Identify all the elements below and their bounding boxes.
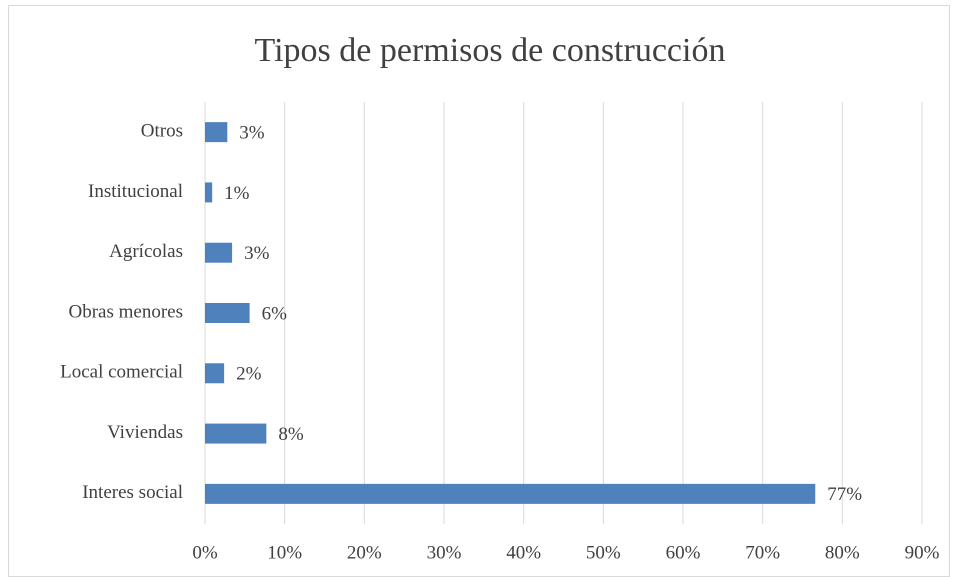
bar: [205, 303, 250, 323]
y-tick-label: Viviendas: [107, 422, 183, 443]
y-tick-label: Obras menores: [69, 301, 184, 322]
x-tick-label: 60%: [666, 542, 701, 563]
x-tick-label: 70%: [745, 542, 780, 563]
x-tick-label: 50%: [586, 542, 621, 563]
bar: [205, 423, 267, 444]
y-tick-label: Local comercial: [60, 362, 183, 383]
chart-title: Tipos de permisos de construcción: [255, 32, 726, 69]
value-label: 3%: [244, 243, 270, 264]
y-tick-label: Agrícolas: [109, 241, 183, 262]
value-label: 77%: [827, 484, 862, 505]
value-label: 1%: [224, 183, 250, 204]
bar: [205, 483, 816, 504]
value-label: 3%: [239, 123, 265, 144]
y-tick-label: Otros: [141, 121, 183, 142]
value-label: 8%: [278, 424, 304, 445]
value-label: 6%: [262, 303, 288, 324]
bar: [205, 122, 228, 143]
x-tick-label: 0%: [192, 542, 218, 563]
y-tick-label: Institucional: [88, 181, 183, 202]
chart-border: [8, 5, 950, 577]
value-label: 2%: [236, 364, 262, 385]
x-tick-label: 20%: [347, 542, 382, 563]
x-tick-label: 30%: [427, 542, 462, 563]
bar: [205, 242, 233, 263]
bar: [205, 363, 225, 384]
bar: [205, 182, 213, 203]
x-tick-label: 90%: [905, 542, 940, 563]
y-tick-label: Interes social: [82, 482, 183, 503]
x-tick-label: 10%: [267, 542, 302, 563]
x-tick-label: 80%: [825, 542, 860, 563]
x-tick-label: 40%: [506, 542, 541, 563]
